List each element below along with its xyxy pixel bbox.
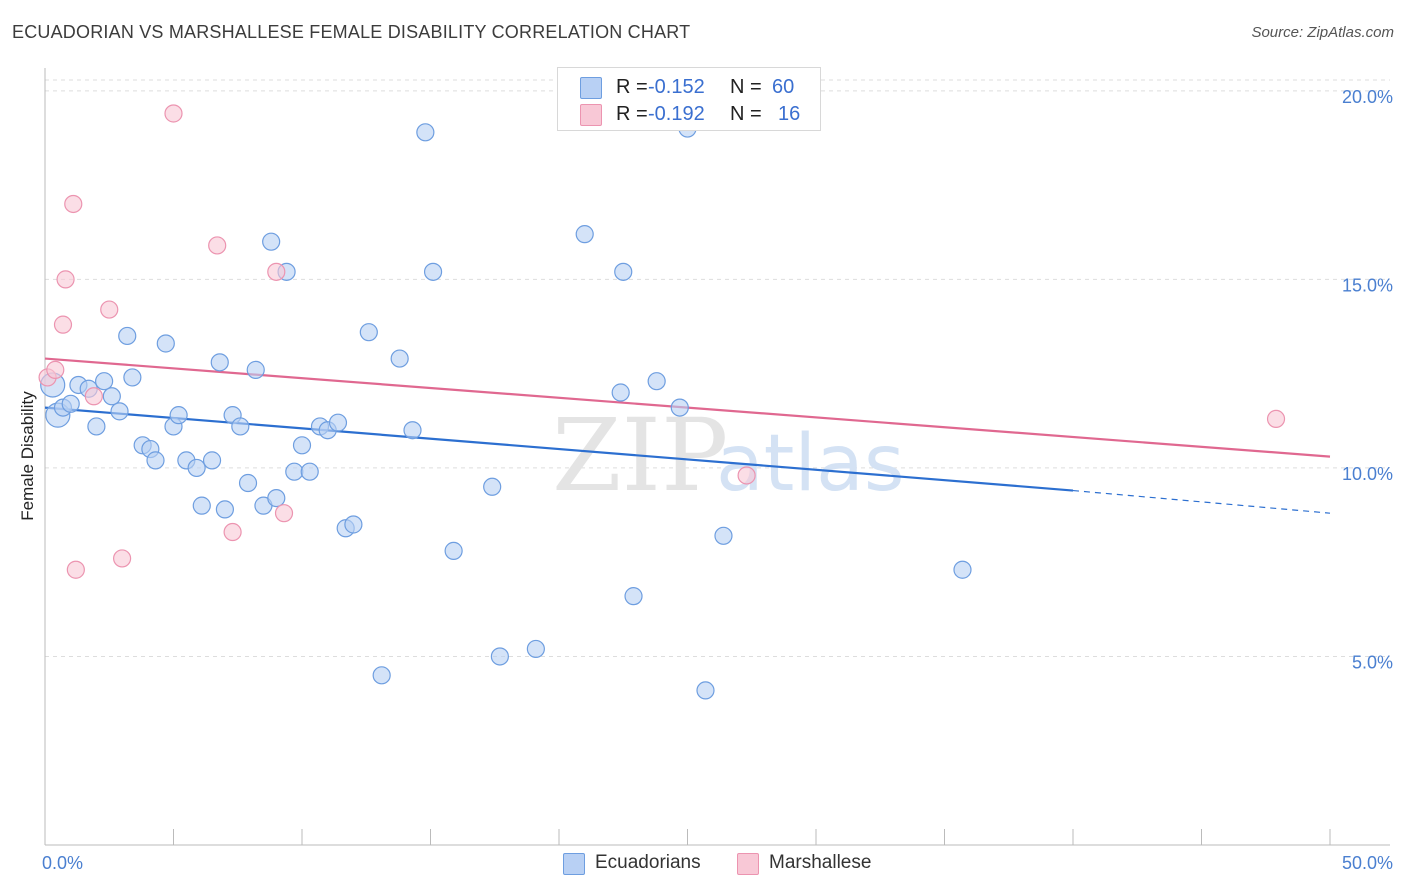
legend-n-label: N = <box>730 76 762 98</box>
axes: 5.0% 10.0% 15.0% 20.0% 0.0% 50.0% <box>42 68 1393 873</box>
bottom-legend-label-marshallese: Marshallese <box>769 852 872 873</box>
point-ecuadorian <box>575 225 594 244</box>
stats-legend: R = -0.152 N = 60 R = -0.192 N = 16 <box>557 67 821 131</box>
legend-r-value: -0.152 <box>648 76 705 98</box>
point-marshallese <box>56 270 75 289</box>
legend-r-label: R = <box>616 103 648 125</box>
bottom-legend-swatch-marshallese <box>737 853 759 875</box>
point-ecuadorian <box>87 417 106 436</box>
point-marshallese <box>64 194 83 214</box>
point-ecuadorian <box>156 334 175 353</box>
point-ecuadorian <box>267 488 286 508</box>
point-ecuadorian <box>403 421 422 440</box>
legend-r-label: R = <box>616 76 648 98</box>
point-marshallese <box>274 504 294 523</box>
point-ecuadorian <box>95 372 114 391</box>
x-tick-label: 0.0% <box>42 853 83 873</box>
point-ecuadorian <box>526 639 545 659</box>
point-ecuadorian <box>202 451 222 470</box>
point-ecuadorian <box>372 666 391 685</box>
point-ecuadorian <box>187 458 206 478</box>
point-ecuadorian <box>285 462 304 481</box>
y-tick-label: 10.0% <box>1342 464 1393 484</box>
y-tick-label: 15.0% <box>1342 275 1393 295</box>
point-ecuadorian <box>123 368 142 387</box>
point-ecuadorian <box>714 526 733 545</box>
source-label: Source: ZipAtlas.com <box>1251 24 1394 41</box>
x-tick-label: 50.0% <box>1342 853 1393 873</box>
point-ecuadorian <box>611 383 630 402</box>
point-ecuadorian <box>490 647 509 666</box>
y-axis-label: Female Disability <box>18 391 37 521</box>
legend-swatch-ecuadorians <box>580 77 602 99</box>
point-ecuadorian <box>647 372 666 391</box>
point-marshallese <box>208 236 227 255</box>
point-ecuadorian <box>210 353 229 372</box>
data-points <box>38 104 1286 700</box>
point-ecuadorian <box>238 473 258 493</box>
point-ecuadorian <box>359 323 378 342</box>
point-ecuadorian <box>344 515 363 534</box>
point-marshallese <box>1266 409 1286 429</box>
y-tick-label: 5.0% <box>1352 652 1393 672</box>
trend-line-ecuadorians-extension <box>1072 489 1331 514</box>
legend-n-value: 60 <box>772 76 795 98</box>
point-ecuadorian <box>624 587 643 606</box>
point-ecuadorian <box>118 326 137 346</box>
point-marshallese <box>53 315 73 334</box>
point-marshallese <box>223 522 242 542</box>
legend-n-value: 16 <box>778 103 801 125</box>
point-ecuadorian <box>262 232 281 251</box>
point-ecuadorian <box>192 496 211 515</box>
point-marshallese <box>84 387 103 406</box>
point-marshallese <box>66 560 85 579</box>
point-ecuadorian <box>300 462 319 481</box>
point-ecuadorian <box>102 387 121 406</box>
point-ecuadorian <box>146 451 165 470</box>
watermark: ZIP atlas <box>552 397 905 514</box>
legend-r-value: -0.192 <box>648 103 705 125</box>
point-marshallese <box>100 300 119 319</box>
bottom-legend-label-ecuadorians: Ecuadorians <box>595 852 701 873</box>
point-marshallese <box>267 262 286 281</box>
chart-title: ECUADORIAN VS MARSHALLESE FEMALE DISABIL… <box>12 22 691 42</box>
point-ecuadorian <box>444 541 463 560</box>
point-ecuadorian <box>670 398 689 417</box>
point-ecuadorian <box>61 394 80 413</box>
bottom-legend-swatch-ecuadorians <box>563 853 585 875</box>
point-marshallese <box>164 104 183 123</box>
point-marshallese <box>112 549 132 568</box>
point-ecuadorian <box>423 262 443 281</box>
point-ecuadorian <box>246 360 265 379</box>
point-ecuadorian <box>215 500 234 519</box>
point-marshallese <box>46 360 65 379</box>
point-ecuadorian <box>169 406 188 425</box>
legend-n-label: N = <box>730 103 762 125</box>
trend-line-ecuadorians <box>44 406 1074 492</box>
point-ecuadorian <box>231 417 250 436</box>
point-ecuadorian <box>110 402 129 421</box>
point-ecuadorian <box>483 477 502 496</box>
point-ecuadorian <box>390 349 409 368</box>
point-ecuadorian <box>614 262 633 281</box>
legend-swatch-marshallese <box>580 104 602 126</box>
gridlines <box>45 79 1390 657</box>
point-ecuadorian <box>292 436 312 455</box>
point-marshallese <box>737 466 756 485</box>
point-ecuadorian <box>696 681 715 700</box>
point-ecuadorian <box>953 560 972 579</box>
point-ecuadorian <box>416 123 435 142</box>
point-ecuadorian <box>328 413 348 432</box>
y-tick-label: 20.0% <box>1342 87 1393 107</box>
